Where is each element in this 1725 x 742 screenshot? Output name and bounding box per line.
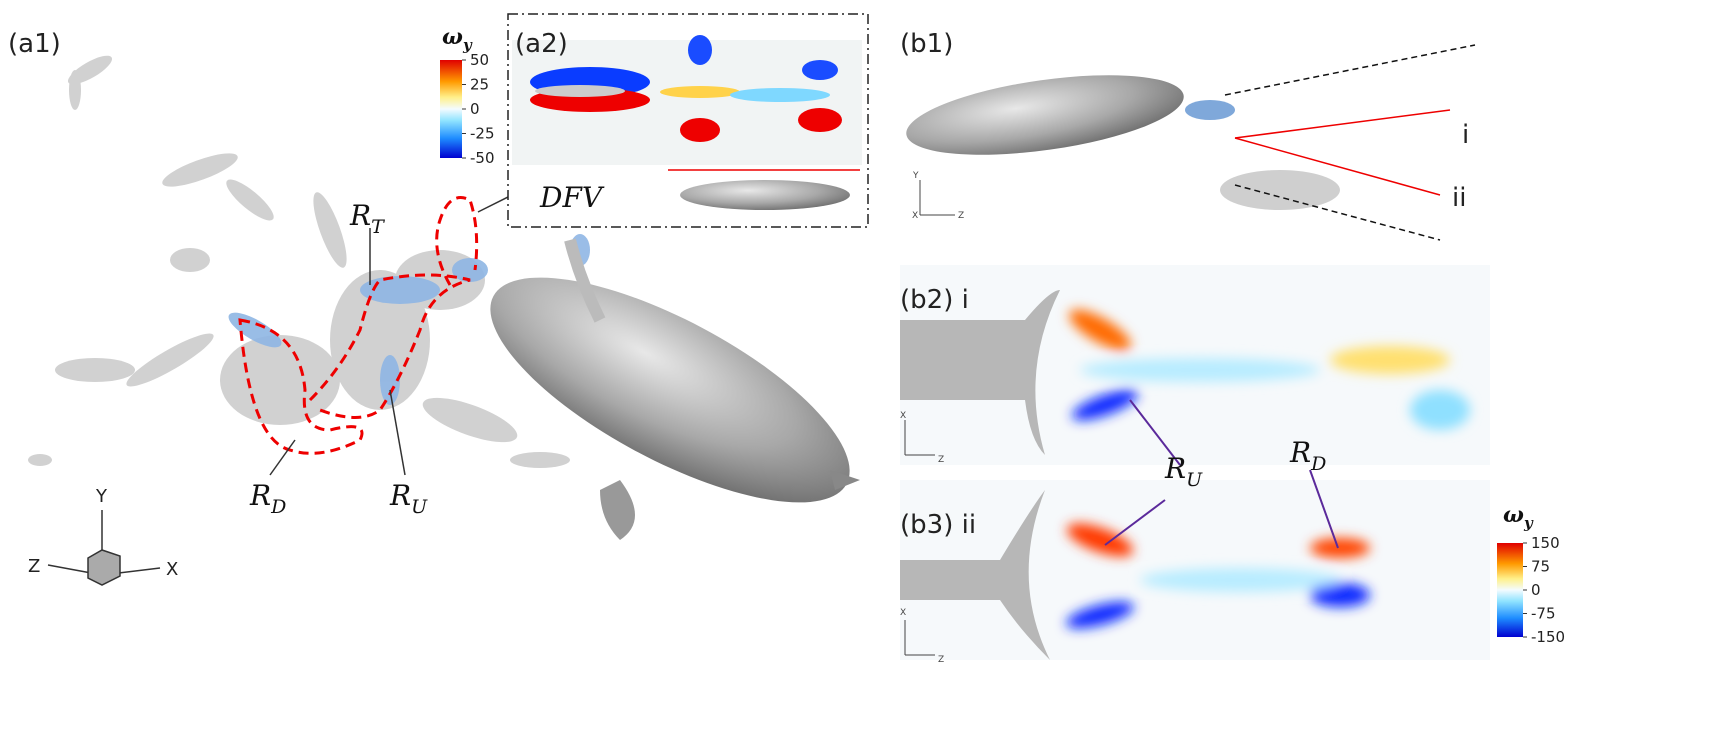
colorbar [440,60,462,158]
colorbar-tick-label: 75 [1531,558,1550,576]
colorbar-tick-label: -75 [1531,605,1556,623]
axis-label: Y [912,171,919,181]
a1-scene [28,55,570,468]
leader [477,195,511,213]
axes-triad [47,510,161,586]
colorbar-tick-label: -50 [470,149,495,167]
colorbar-tick-label: 0 [1531,581,1541,599]
annotation: RD [1289,436,1326,475]
panel-label: (b3) ii [900,510,976,540]
colorbar-tick-label: 150 [1531,534,1560,552]
colorbar-tick-label: -150 [1531,628,1565,646]
annotation: RD [249,479,286,518]
colorbar-tick-label: -25 [470,125,495,143]
colorbar-title: ωy [1503,502,1534,532]
panel-label: (b1) [900,29,953,59]
colorbar-title: ωy [442,24,473,54]
leader [389,389,406,476]
leaders [1104,399,1339,549]
annotation: RT [349,199,385,238]
dfv-loop [435,196,479,286]
b2-field [900,265,1490,465]
panel-label: (a1) [8,29,61,59]
colorbar [1497,543,1523,637]
ru-loop [308,273,471,419]
b3-field [900,480,1490,660]
axis-label: X [900,411,906,421]
axis-label: X [900,608,906,618]
annotation: RU [389,479,428,518]
axis-label: Z [28,556,40,577]
annotation: DFV [539,181,605,214]
a2-field [512,35,862,210]
colorbar-tick-label: 0 [470,100,480,118]
annotation: i [1462,120,1469,150]
axis-label: X [912,211,918,221]
axis-label: Y [95,486,108,507]
annotation: ii [1452,183,1466,213]
annotation: RU [1164,452,1203,491]
axis-label: Z [958,211,964,221]
colorbar-tick-label: 25 [470,76,489,94]
colorbar-tick-label: 50 [470,51,489,69]
leader [269,439,296,476]
dolphin-a1 [490,238,860,540]
axis-label: Z [938,655,944,665]
panel-label: (a2) [515,29,568,59]
axis-label: Z [938,455,944,465]
b1-scene [906,44,1476,241]
rd-loop [238,318,364,455]
panel-label: (b2) i [900,285,969,315]
axis-label: X [166,559,178,580]
